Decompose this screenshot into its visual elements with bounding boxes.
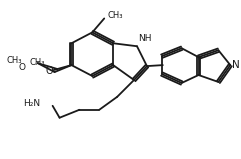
Text: CH₃: CH₃ — [6, 56, 22, 65]
Text: O: O — [18, 63, 25, 72]
Text: H₂N: H₂N — [24, 99, 41, 108]
Text: NH: NH — [138, 34, 152, 43]
Text: O: O — [46, 66, 54, 76]
Text: CH₃: CH₃ — [107, 11, 123, 20]
Text: CH₃: CH₃ — [30, 58, 45, 67]
Text: N: N — [232, 60, 240, 70]
